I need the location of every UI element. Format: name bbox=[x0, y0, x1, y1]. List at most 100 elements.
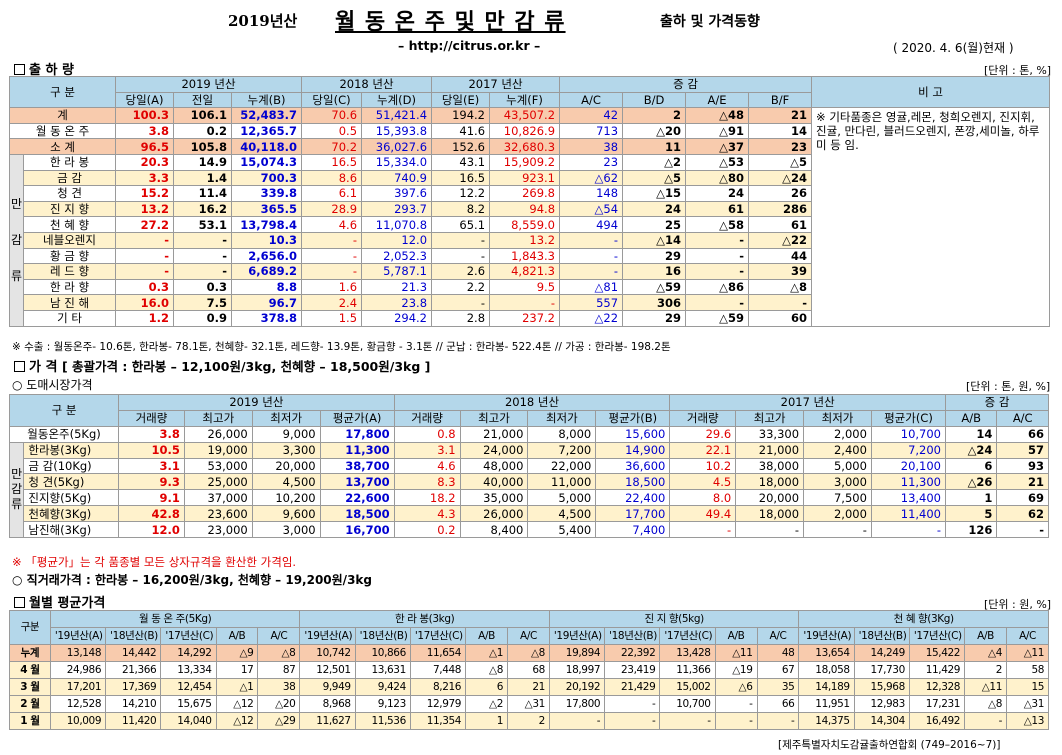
table-cell: △8 bbox=[964, 695, 1007, 713]
table-row: 3 월 17,201 17,369 12,454 △1 38 9,949 9,424 8,216… bbox=[9, 678, 1049, 696]
table-cell: 20,000 bbox=[735, 489, 805, 507]
table-cell: 15.2 bbox=[115, 185, 175, 202]
table-cell: △48 bbox=[685, 107, 750, 124]
table-cell: 24,000 bbox=[459, 441, 529, 459]
table-cell: 51,421.4 bbox=[361, 107, 433, 124]
row-label: 월 동 온 주 bbox=[8, 122, 117, 140]
table-cell: 20,100 bbox=[870, 457, 947, 475]
table-cell: 13,334 bbox=[160, 661, 217, 679]
monthly-subheader: '19년산(A) '18년산(B) '17년산(C) A/B A/C '19년산(A) '1… bbox=[10, 627, 1049, 645]
col-header-change: 증 감 bbox=[945, 394, 1049, 411]
table-row: 누계 13,148 14,442 14,292 △9 △8 10,742 10,866 11,6… bbox=[9, 644, 1049, 662]
monthly-section-title: 월별 평균가격 bbox=[14, 592, 105, 611]
table-row: 네블오렌지 - -10.3-12.0-13.2- △14- △22 bbox=[10, 231, 1050, 249]
table-cell: 3,300 bbox=[251, 441, 321, 459]
table-cell: 7,500 bbox=[803, 489, 872, 507]
table-cell: 3,000 bbox=[803, 473, 872, 491]
table-cell: 126 bbox=[944, 521, 998, 539]
price-unit: [단위 : 톤, 원, %] bbox=[966, 380, 1051, 393]
table-cell: - bbox=[659, 712, 716, 730]
table-cell: 17,730 bbox=[853, 661, 910, 679]
table-row: 월동온주(5Kg) 3.8 26,000 9,000 17,800 0.8 21,000 8,… bbox=[8, 425, 1049, 443]
table-cell: 10,742 bbox=[299, 644, 356, 662]
table-cell: - bbox=[685, 294, 750, 311]
table-cell: 11.4 bbox=[173, 185, 233, 202]
subheader-cell: '19년산(A) bbox=[798, 627, 855, 645]
table-cell: 9,424 bbox=[354, 678, 411, 696]
table-cell: 37,000 bbox=[183, 489, 253, 507]
table-row: 레 드 향 - -6,689.2-5,787.1 2.6 4,821.3-16-39 bbox=[10, 263, 1050, 280]
table-cell: - bbox=[714, 712, 758, 730]
subheader-cell: A/C bbox=[507, 627, 550, 645]
table-cell: 13,798.4 bbox=[231, 216, 303, 233]
table-cell: 294.2 bbox=[361, 309, 433, 327]
table-cell: 5,400 bbox=[527, 521, 597, 539]
table-cell: 8.0 bbox=[669, 489, 737, 507]
table-cell: 3.1 bbox=[393, 441, 461, 459]
table-cell: - bbox=[803, 521, 872, 539]
table-cell: 21,000 bbox=[459, 425, 529, 443]
table-cell: 8,559.0 bbox=[489, 216, 561, 233]
table-row: 2 월 12,528 14,210 15,675 △12 △20 8,968 9,123 12,… bbox=[9, 695, 1049, 713]
table-cell: 53.1 bbox=[173, 216, 233, 233]
subheader-cell: '18년산(B) bbox=[105, 627, 162, 645]
table-cell: 15,002 bbox=[659, 678, 716, 696]
table-cell: 19,894 bbox=[548, 644, 606, 662]
table-cell: 0.9 bbox=[173, 309, 233, 327]
table-cell: 13,631 bbox=[354, 661, 411, 679]
table-cell: - bbox=[301, 231, 363, 249]
table-cell: △20 bbox=[622, 122, 687, 140]
table-cell: 61 bbox=[748, 216, 813, 233]
table-cell: 57 bbox=[996, 441, 1049, 459]
table-cell: 8,000 bbox=[527, 425, 597, 443]
table-cell: 148 bbox=[559, 185, 624, 202]
table-cell: 2 bbox=[507, 712, 550, 730]
remarks-cell: ※ 기타품종은 영귤,레몬, 청희오렌지, 진지휘, 진귤, 만다린, 블러드오… bbox=[811, 107, 1051, 327]
row-label: 3 월 bbox=[9, 678, 51, 696]
table-cell: 38 bbox=[257, 678, 301, 696]
subheader-cell: '17년산(C) bbox=[160, 627, 217, 645]
table-cell: 18,997 bbox=[548, 661, 606, 679]
table-cell: 7.5 bbox=[173, 294, 233, 311]
table-cell: 16,700 bbox=[319, 521, 395, 539]
table-cell: 6 bbox=[465, 678, 508, 696]
table-cell: 740.9 bbox=[361, 169, 433, 187]
page-header: 2019년산 월 동 온 주 및 만 감 류 출하 및 가격동향 – http:… bbox=[0, 0, 1062, 60]
table-cell: 29 bbox=[622, 309, 687, 327]
table-cell: 26 bbox=[748, 185, 813, 202]
table-cell: 12,454 bbox=[160, 678, 217, 696]
table-cell: 8,968 bbox=[299, 695, 356, 713]
side-label-char: 류 bbox=[11, 497, 23, 512]
table-cell: 8.3 bbox=[393, 473, 461, 491]
table-cell: 43.1 bbox=[431, 153, 491, 171]
table-cell: 16.5 bbox=[301, 153, 363, 171]
table-cell: 20.3 bbox=[115, 153, 175, 171]
table-row: 1 월 10,009 11,420 14,040 △12 △29 11,627 11,536 1… bbox=[9, 712, 1049, 730]
table-cell: 16.0 bbox=[115, 294, 175, 311]
table-cell: - bbox=[115, 263, 175, 280]
row-label: 남 진 해 bbox=[22, 294, 117, 311]
table-cell: 13,428 bbox=[659, 644, 716, 662]
row-label: 소 계 bbox=[8, 138, 117, 155]
table-cell: 18,000 bbox=[735, 473, 805, 491]
table-cell: 14,210 bbox=[105, 695, 162, 713]
table-cell: 10,200 bbox=[251, 489, 321, 507]
col-header-2017: 2017 년산 bbox=[431, 76, 561, 93]
table-cell: 494 bbox=[559, 216, 624, 233]
table-cell: △1 bbox=[215, 678, 259, 696]
table-row: 한 라 향 0.3 0.3 8.8 1.6 21.3 2.2 9.5 △81 △59 △86 △8 bbox=[10, 278, 1050, 296]
table-cell: - bbox=[431, 294, 491, 311]
table-cell: - bbox=[685, 231, 750, 249]
table-cell: 65.1 bbox=[431, 216, 491, 233]
table-cell: 0.3 bbox=[173, 278, 233, 296]
subheader-cell: A/B bbox=[465, 627, 508, 645]
group-header-onju: 월 동 온 주(5Kg) bbox=[49, 610, 301, 628]
row-label: 누계 bbox=[9, 644, 51, 662]
col-header-2017: 2017 년산 bbox=[669, 394, 946, 411]
table-cell: △24 bbox=[944, 441, 998, 459]
site-url: – http://citrus.or.kr – bbox=[398, 38, 541, 53]
subheader-cell: '19년산(A) bbox=[548, 627, 606, 645]
table-cell: 20,000 bbox=[251, 457, 321, 475]
direct-price: ○ 직거래가격 : 한라봉 – 16,200원/3kg, 천혜향 – 19,20… bbox=[12, 573, 372, 587]
